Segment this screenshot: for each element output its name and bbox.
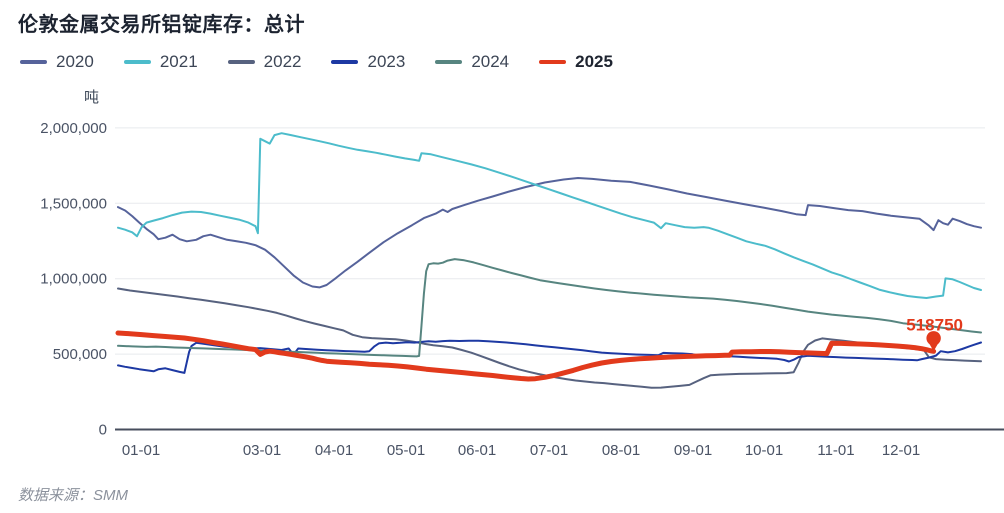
x-tick-label: 01-01: [122, 442, 160, 459]
data-source: 数据来源：SMM: [18, 487, 128, 504]
legend-item-2020[interactable]: 2020: [20, 52, 94, 72]
last-value-pin-head: [926, 331, 941, 346]
x-tick-label: 04-01: [315, 442, 353, 459]
y-tick-label: 0: [99, 422, 107, 439]
legend-item-2024[interactable]: 2024: [435, 52, 509, 72]
series-line-2020: [117, 177, 982, 289]
legend-swatch-2022: [227, 60, 255, 64]
page-title: 伦敦金属交易所铝锭库存：总计: [18, 14, 305, 36]
legend-label: 2022: [263, 52, 302, 71]
y-axis-unit: 吨: [84, 89, 100, 106]
y-tick-label: 2,000,000: [40, 120, 107, 137]
y-tick-label: 1,500,000: [40, 195, 107, 212]
series-line-2022: [117, 287, 982, 389]
y-tick-label: 1,000,000: [40, 271, 107, 288]
series-line-2021: [117, 132, 982, 299]
x-tick-label: 08-01: [602, 442, 640, 459]
legend-swatch-2021: [123, 60, 151, 64]
last-value-pin: [929, 343, 939, 352]
x-tick-label: 09-01: [674, 442, 712, 459]
last-value-label: 518750: [906, 315, 963, 334]
legend-swatch-2020: [20, 60, 47, 64]
legend-item-2025[interactable]: 2025: [539, 52, 613, 72]
x-tick-label: 03-01: [243, 442, 281, 459]
x-tick-label: 10-01: [745, 442, 783, 459]
x-tick-label: 06-01: [458, 442, 496, 459]
legend-item-2022[interactable]: 2022: [227, 52, 302, 72]
x-tick-label: 11-01: [817, 442, 854, 459]
legend-item-2023[interactable]: 2023: [331, 52, 405, 72]
x-tick-label: 05-01: [387, 442, 425, 459]
legend-swatch-2025: [539, 60, 567, 64]
x-tick-label: 12-01: [882, 442, 920, 459]
y-tick-label: 500,000: [53, 346, 107, 363]
legend-label: 2020: [56, 52, 94, 71]
legend-label: 2025: [575, 52, 613, 71]
legend-swatch-2023: [331, 60, 359, 64]
legend-label: 2021: [159, 52, 198, 71]
x-tick-label: 07-01: [530, 442, 568, 459]
series-line-2025: [115, 330, 937, 382]
legend: 2020 2021 2022 2023 2024 2025: [20, 52, 643, 72]
legend-item-2021[interactable]: 2021: [123, 52, 198, 72]
legend-label: 2023: [367, 52, 406, 71]
legend-label: 2024: [471, 52, 510, 71]
legend-swatch-2024: [435, 60, 463, 64]
